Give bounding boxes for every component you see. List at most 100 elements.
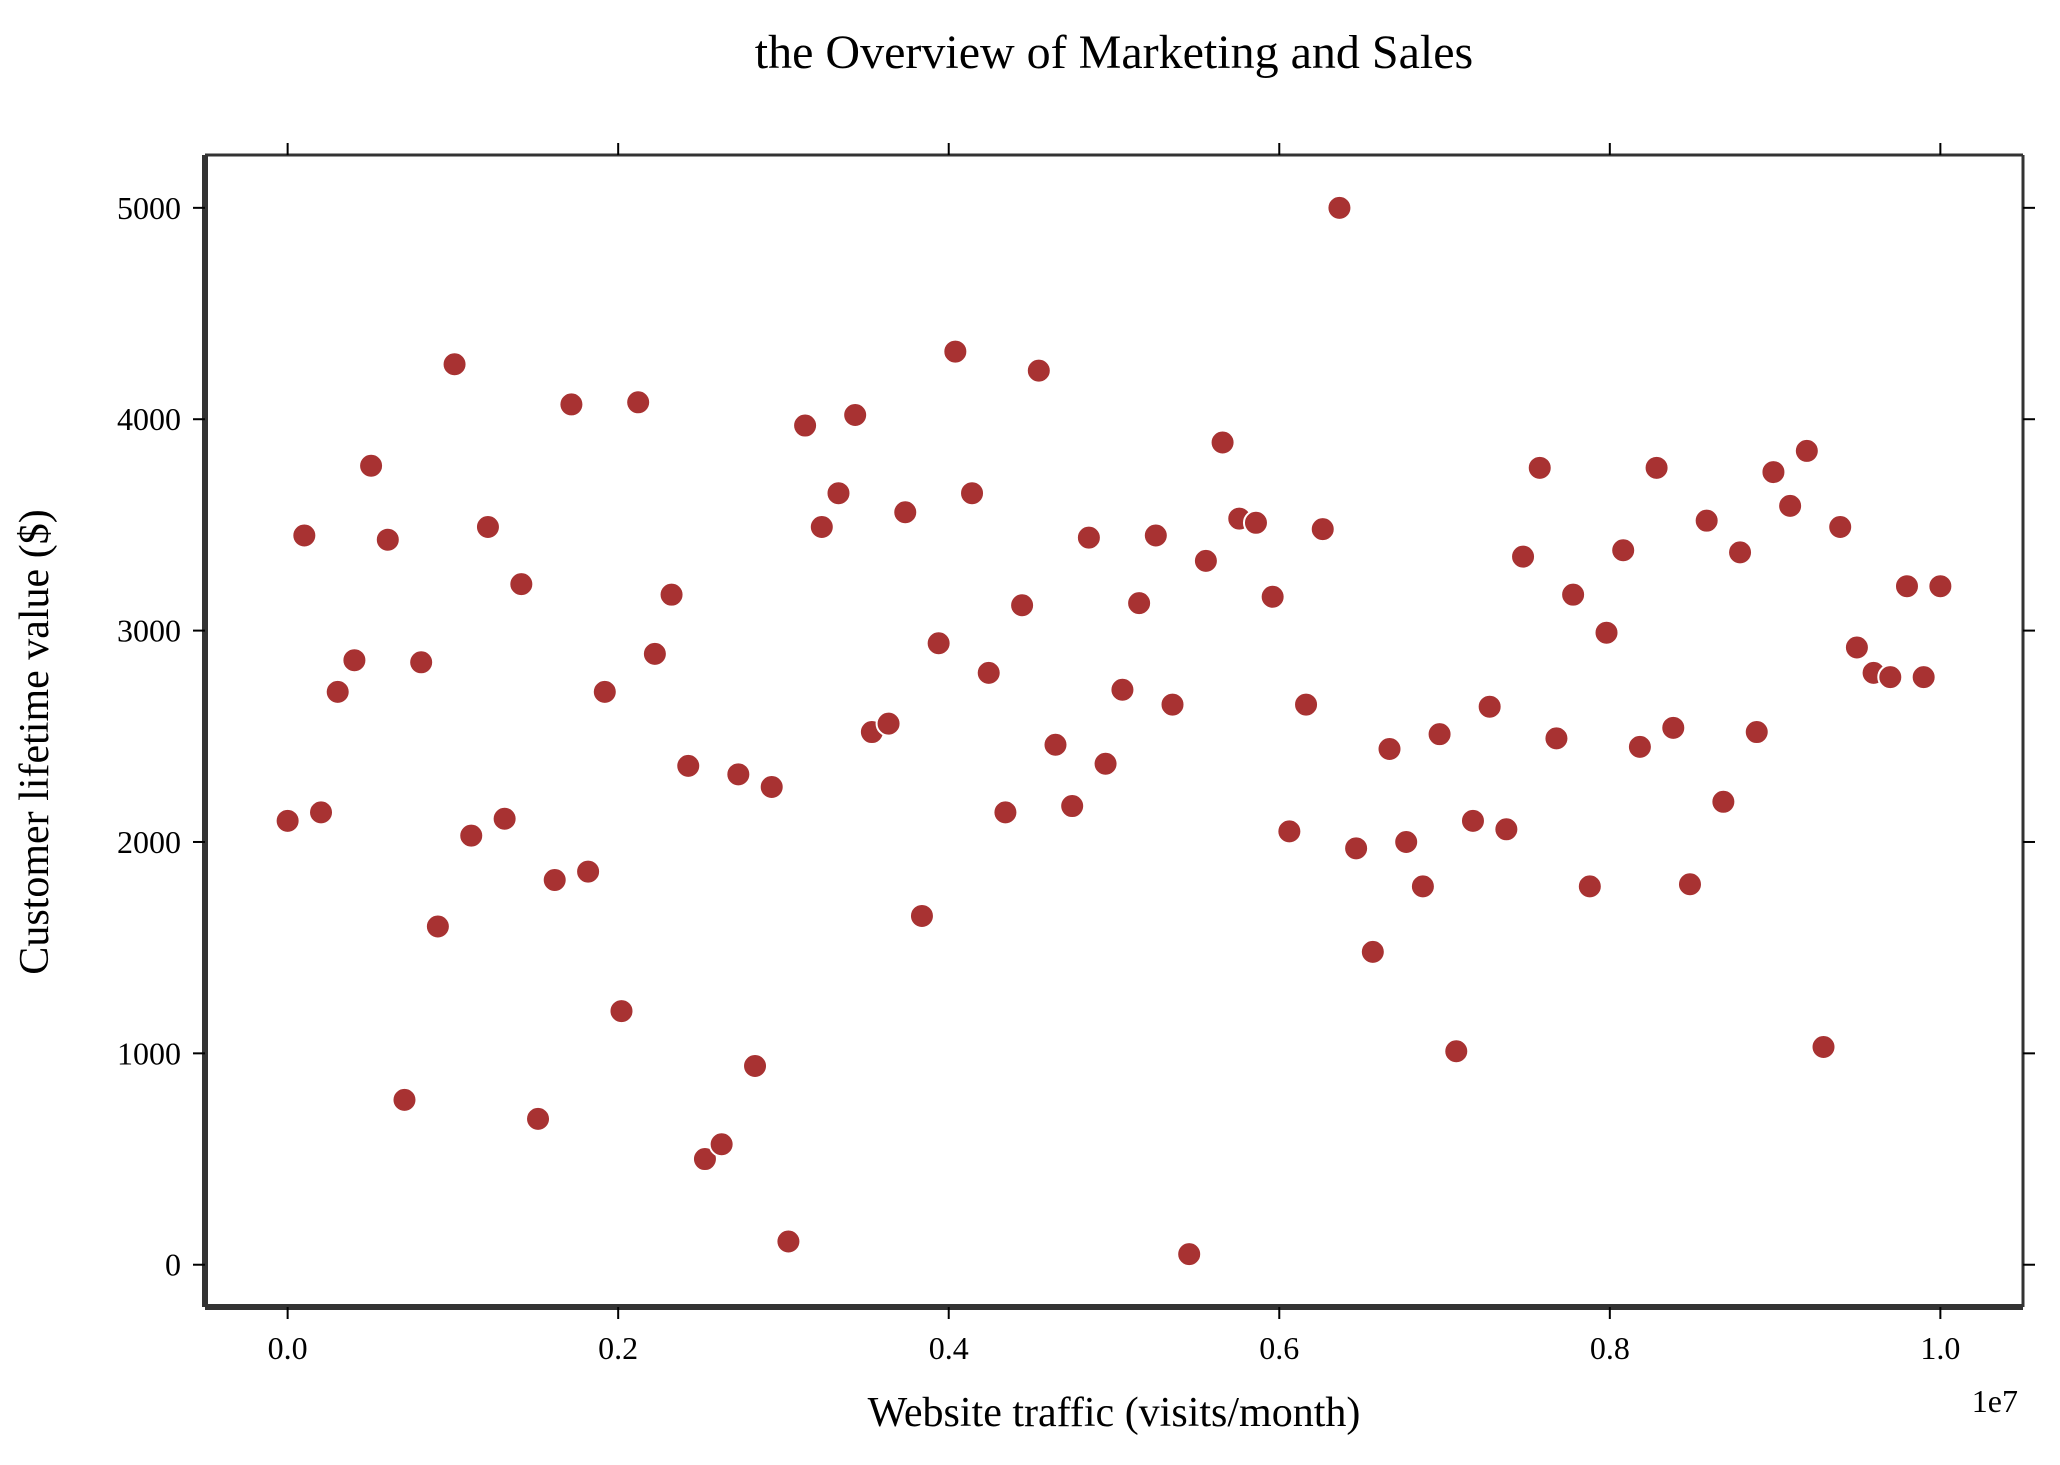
data-point bbox=[975, 659, 1002, 686]
data-point bbox=[391, 1086, 418, 1113]
data-point bbox=[1510, 543, 1537, 570]
data-point bbox=[1543, 725, 1570, 752]
data-point bbox=[658, 581, 685, 608]
data-point bbox=[842, 401, 869, 428]
data-point bbox=[1743, 719, 1770, 746]
data-point bbox=[1610, 537, 1637, 564]
data-point bbox=[641, 640, 668, 667]
data-point bbox=[792, 412, 819, 439]
data-point bbox=[808, 514, 835, 541]
y-tick-label: 2000 bbox=[117, 824, 181, 860]
data-point bbox=[708, 1131, 735, 1158]
data-point bbox=[1209, 429, 1236, 456]
data-point bbox=[491, 805, 518, 832]
data-point bbox=[341, 647, 368, 674]
data-point bbox=[1376, 735, 1403, 762]
data-point bbox=[358, 452, 385, 479]
data-point bbox=[1593, 619, 1620, 646]
data-point bbox=[1259, 583, 1286, 610]
data-point bbox=[1075, 524, 1102, 551]
y-tick-label: 4000 bbox=[117, 401, 181, 437]
data-point bbox=[758, 774, 785, 801]
x-axis-label: Website traffic (visits/month) bbox=[868, 1390, 1361, 1436]
data-point bbox=[625, 389, 652, 416]
data-point bbox=[441, 351, 468, 378]
x-tick-label: 0.8 bbox=[1590, 1330, 1630, 1366]
data-point bbox=[1927, 573, 1954, 600]
data-point bbox=[1393, 828, 1420, 855]
data-point bbox=[1476, 693, 1503, 720]
y-tick-label: 0 bbox=[165, 1247, 181, 1283]
data-point bbox=[825, 480, 852, 507]
data-point bbox=[308, 799, 335, 826]
data-point bbox=[1126, 590, 1153, 617]
data-point bbox=[992, 799, 1019, 826]
data-point bbox=[408, 649, 435, 676]
data-point bbox=[1526, 454, 1553, 481]
data-point bbox=[1293, 691, 1320, 718]
data-point bbox=[591, 678, 618, 705]
data-point bbox=[291, 522, 318, 549]
data-point bbox=[458, 822, 485, 849]
data-point bbox=[1092, 750, 1119, 777]
data-point bbox=[925, 630, 952, 657]
data-point bbox=[1025, 357, 1052, 384]
data-point bbox=[1443, 1038, 1470, 1065]
data-point bbox=[1643, 454, 1670, 481]
data-point bbox=[675, 752, 702, 779]
data-point bbox=[374, 526, 401, 553]
data-point bbox=[1309, 516, 1336, 543]
data-point bbox=[608, 998, 635, 1025]
data-point bbox=[558, 391, 585, 418]
data-point bbox=[424, 913, 451, 940]
data-point bbox=[575, 858, 602, 885]
y-axis-ticks: 0 1000 2000 3000 4000 5000 bbox=[117, 190, 2035, 1283]
data-point bbox=[1626, 733, 1653, 760]
data-point bbox=[274, 807, 301, 834]
data-point bbox=[1660, 714, 1687, 741]
data-point bbox=[942, 338, 969, 365]
y-tick-label: 1000 bbox=[117, 1035, 181, 1071]
data-point bbox=[1710, 788, 1737, 815]
data-point bbox=[508, 571, 535, 598]
data-point bbox=[1343, 835, 1370, 862]
chart-title: the Overview of Marketing and Sales bbox=[755, 26, 1473, 79]
data-point bbox=[1493, 816, 1520, 843]
data-point bbox=[742, 1053, 769, 1080]
data-point bbox=[1910, 664, 1937, 691]
data-point bbox=[1159, 691, 1186, 718]
data-point bbox=[1242, 509, 1269, 536]
data-point bbox=[1326, 194, 1353, 221]
data-point bbox=[541, 867, 568, 894]
y-tick-label: 3000 bbox=[117, 613, 181, 649]
data-point bbox=[1276, 818, 1303, 845]
x-tick-label: 0.4 bbox=[929, 1330, 969, 1366]
data-point bbox=[1409, 873, 1436, 900]
data-point bbox=[1777, 492, 1804, 519]
data-point bbox=[1843, 634, 1870, 661]
data-point bbox=[324, 678, 351, 705]
data-point bbox=[525, 1105, 552, 1132]
data-point bbox=[691, 1146, 718, 1173]
data-point bbox=[1192, 547, 1219, 574]
x-tick-label: 0.2 bbox=[598, 1330, 638, 1366]
x-tick-label: 1.0 bbox=[1920, 1330, 1960, 1366]
data-point bbox=[1676, 871, 1703, 898]
data-point bbox=[1359, 938, 1386, 965]
data-point bbox=[875, 710, 902, 737]
plot-area bbox=[202, 153, 2025, 1310]
data-point bbox=[775, 1228, 802, 1255]
x-tick-label: 0.0 bbox=[268, 1330, 308, 1366]
data-point bbox=[1793, 437, 1820, 464]
x-axis-ticks: 0.0 0.2 0.4 0.6 0.8 1.0 bbox=[268, 143, 1960, 1366]
data-point bbox=[1176, 1241, 1203, 1268]
data-point bbox=[959, 480, 986, 507]
data-point bbox=[908, 902, 935, 929]
data-point bbox=[1459, 807, 1486, 834]
data-points bbox=[274, 194, 1954, 1268]
data-point bbox=[1009, 592, 1036, 619]
data-point bbox=[1727, 539, 1754, 566]
data-point bbox=[1760, 459, 1787, 486]
